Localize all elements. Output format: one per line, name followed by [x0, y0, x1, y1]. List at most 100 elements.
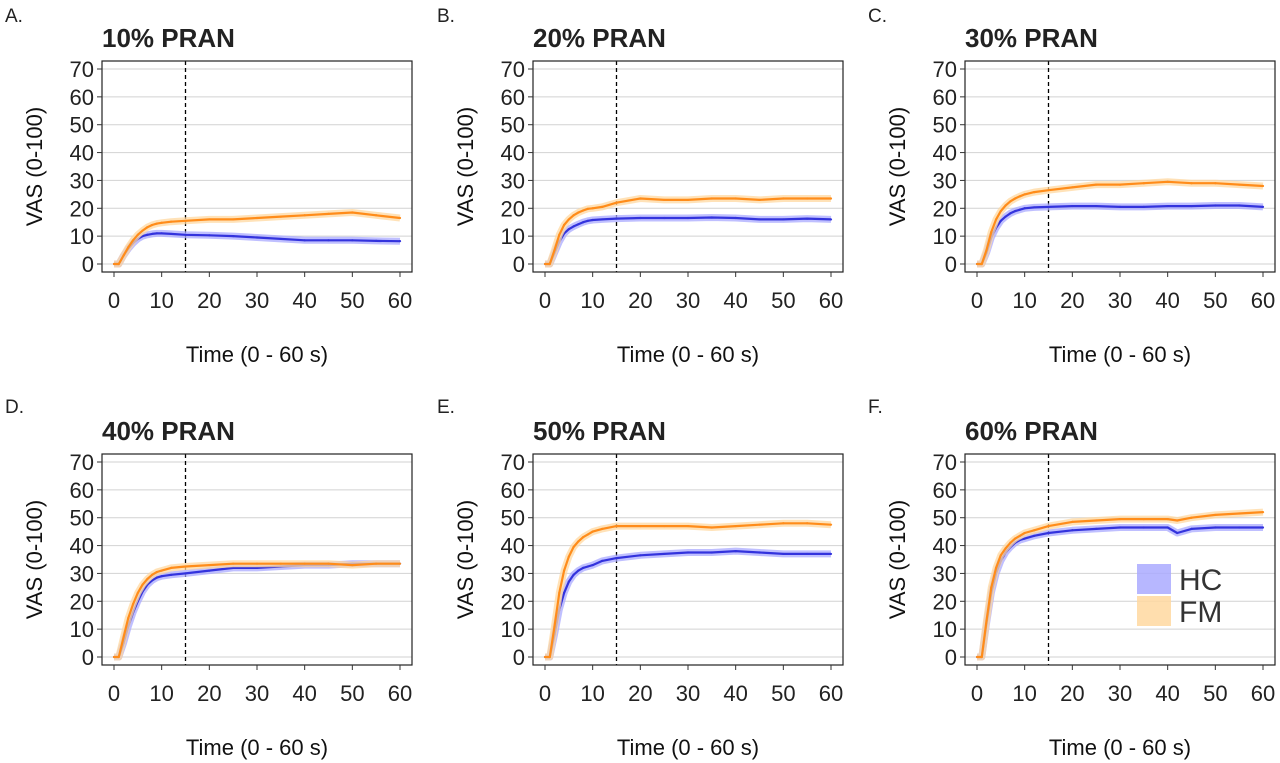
x-tick-label: 10 — [580, 681, 604, 706]
y-tick-label: 50 — [501, 506, 525, 531]
data-point-fm — [117, 655, 120, 659]
data-point-hc — [734, 550, 737, 553]
panel-letter: C. — [868, 6, 887, 27]
x-tick-label: 40 — [723, 681, 747, 706]
data-point-hc — [155, 576, 158, 579]
data-point-fm — [567, 555, 570, 558]
data-point-fm — [1018, 195, 1022, 198]
data-point-hc — [170, 573, 173, 576]
data-point-fm — [1142, 182, 1145, 185]
data-point-hc — [1047, 205, 1050, 208]
data-point-hc — [208, 234, 211, 237]
y-tick-label: 0 — [945, 645, 957, 670]
data-point-hc — [1095, 527, 1098, 530]
data-point-hc — [686, 216, 690, 220]
data-point-fm — [758, 523, 761, 526]
y-tick-label: 10 — [70, 224, 94, 249]
data-point-fm — [131, 239, 135, 242]
data-point-fm — [994, 566, 998, 569]
x-tick-label: 10 — [1012, 681, 1036, 706]
data-point-fm — [615, 201, 618, 204]
plot-area — [533, 61, 843, 272]
x-tick-label: 50 — [340, 288, 364, 313]
data-point-hc — [615, 217, 618, 220]
data-point-fm — [151, 223, 154, 227]
y-tick-label: 40 — [933, 141, 957, 166]
data-point-hc — [1071, 204, 1074, 208]
y-tick-label: 40 — [933, 534, 957, 559]
x-tick-label: 20 — [1060, 681, 1084, 706]
data-point-fm — [146, 577, 149, 581]
data-point-fm — [327, 212, 330, 215]
data-point-fm — [577, 540, 580, 543]
x-tick-label: 0 — [971, 288, 983, 313]
x-tick-label: 60 — [1251, 681, 1275, 706]
data-point-fm — [160, 221, 163, 224]
legend-label-hc: HC — [1179, 564, 1222, 597]
y-tick-label: 10 — [70, 617, 94, 642]
data-point-hc — [710, 216, 713, 219]
x-tick-label: 50 — [340, 681, 364, 706]
data-point-hc — [303, 239, 306, 242]
data-point-fm — [1190, 516, 1193, 519]
data-point-hc — [1238, 204, 1241, 207]
data-point-hc — [1166, 204, 1169, 208]
y-tick-label: 10 — [933, 617, 957, 642]
data-point-fm — [351, 211, 354, 214]
y-tick-label: 0 — [513, 252, 525, 277]
data-point-hc — [208, 569, 211, 572]
x-tick-label: 0 — [539, 288, 551, 313]
panel-letter: B. — [437, 6, 455, 27]
data-point-fm — [398, 562, 402, 565]
series-line-fm — [545, 522, 832, 659]
data-point-hc — [1047, 531, 1050, 535]
data-point-fm — [1023, 193, 1026, 196]
data-point-hc — [734, 216, 737, 220]
x-tick-label: 10 — [149, 681, 173, 706]
y-tick-label: 70 — [70, 57, 94, 82]
data-point-hc — [1142, 205, 1145, 208]
legend-swatch-hc — [1137, 564, 1171, 594]
data-point-fm — [127, 616, 130, 620]
data-point-fm — [375, 214, 378, 217]
data-point-fm — [553, 625, 556, 628]
data-point-fm — [582, 209, 585, 212]
data-point-fm — [999, 554, 1002, 557]
panel-letter: F. — [868, 397, 883, 418]
y-tick-label: 30 — [501, 168, 525, 193]
data-point-fm — [543, 655, 547, 659]
y-tick-label: 60 — [501, 478, 525, 503]
data-point-hc — [327, 239, 330, 242]
x-tick-label: 50 — [771, 288, 795, 313]
data-point-fm — [591, 530, 594, 533]
y-tick-label: 20 — [70, 589, 94, 614]
panel-letter: A. — [5, 6, 23, 27]
data-point-fm — [615, 524, 618, 528]
data-point-hc — [582, 566, 585, 569]
data-point-fm — [1004, 204, 1007, 207]
y-tick-label: 10 — [933, 224, 957, 249]
data-point-fm — [1095, 183, 1098, 186]
y-tick-label: 70 — [933, 57, 957, 82]
y-tick-label: 70 — [501, 57, 525, 82]
y-tick-label: 60 — [933, 85, 957, 110]
data-point-hc — [1033, 206, 1036, 209]
data-point-fm — [639, 524, 642, 528]
data-point-hc — [1261, 205, 1265, 208]
data-point-fm — [303, 214, 306, 217]
data-point-hc — [151, 232, 154, 236]
data-point-fm — [990, 230, 993, 234]
data-point-hc — [601, 218, 604, 221]
data-point-hc — [375, 239, 378, 242]
x-axis-label: Time (0 - 60 s) — [1049, 342, 1191, 367]
data-point-fm — [1238, 183, 1241, 186]
data-point-fm — [279, 562, 282, 565]
data-point-hc — [1238, 526, 1241, 529]
data-point-fm — [1009, 541, 1012, 544]
y-tick-label: 50 — [933, 506, 957, 531]
y-tick-label: 70 — [70, 450, 94, 475]
data-point-fm — [562, 569, 566, 572]
x-axis-label: Time (0 - 60 s) — [1049, 735, 1191, 760]
y-tick-label: 10 — [501, 617, 525, 642]
